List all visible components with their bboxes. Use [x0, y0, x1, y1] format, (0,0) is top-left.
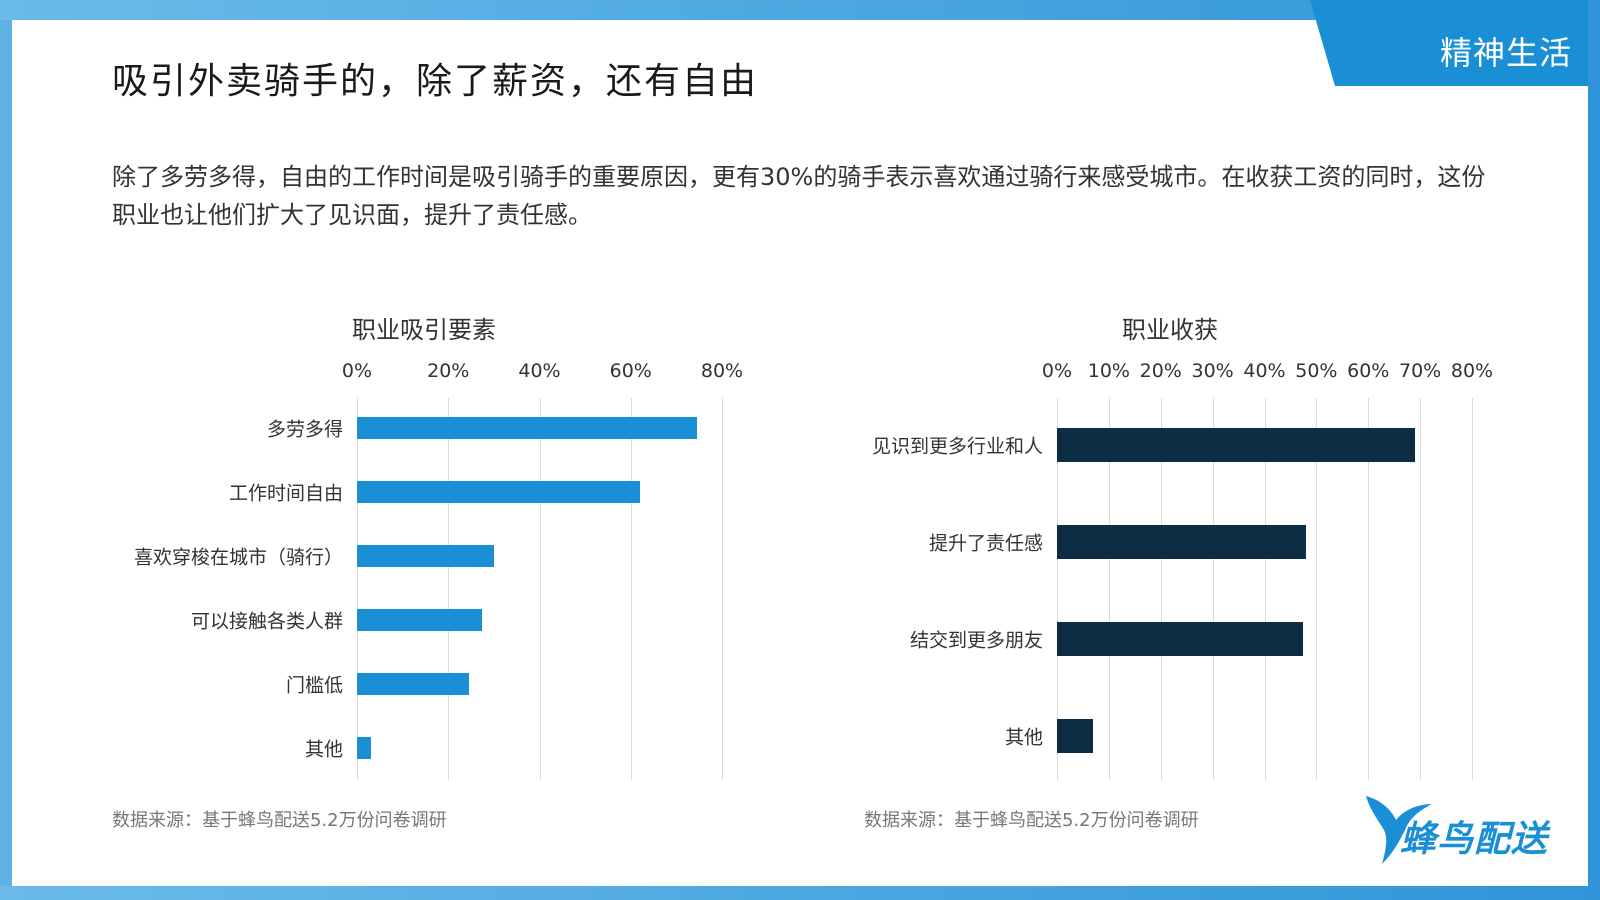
left-chart-tick-label: 60% [609, 360, 652, 382]
right-chart-category-label: 其他 [1004, 726, 1043, 748]
source-note-left: 数据来源：基于蜂鸟配送5.2万份问卷调研 [112, 810, 447, 831]
frame-top [0, 0, 1600, 20]
left-chart-bar [357, 673, 469, 695]
page-description: 除了多劳多得，自由的工作时间是吸引骑手的重要原因，更有30%的骑手表示喜欢通过骑… [112, 163, 1486, 229]
right-chart-tick-label: 80% [1450, 360, 1494, 382]
left-chart-gridline [448, 398, 450, 780]
right-chart-tick-label: 0% [1041, 360, 1073, 382]
hummingbird-logo-icon [1366, 796, 1432, 864]
logo-text: 蜂鸟配送 [1400, 819, 1549, 860]
left-chart-bar [357, 609, 483, 631]
page-title: 吸引外卖骑手的，除了薪资，还有自由 [112, 61, 759, 102]
right-chart-bar [1057, 718, 1094, 753]
left-chart-gridline [630, 398, 632, 780]
frame-right [1588, 0, 1600, 900]
right-chart-tick-label: 60% [1347, 360, 1390, 382]
right-chart-bar [1057, 524, 1306, 559]
left-chart-category-label: 工作时间自由 [228, 482, 343, 505]
left-chart-tick-label: 20% [427, 360, 470, 382]
right-chart-gridline [1057, 398, 1058, 780]
right-chart-category-label: 结交到更多朋友 [909, 629, 1043, 651]
right-chart-gridline [1160, 398, 1162, 780]
left-chart-tick-label: 0% [341, 360, 373, 382]
right-chart-gridline [1212, 398, 1214, 780]
right-chart-gridline [1420, 398, 1422, 780]
right-chart-tick-label: 70% [1399, 360, 1442, 382]
right-chart-gridline [1108, 398, 1110, 780]
left-chart-gridline [357, 398, 358, 780]
right-chart-bar [1057, 427, 1415, 462]
right-chart-title: 职业收获 [1122, 316, 1218, 344]
right-chart-tick-label: 50% [1295, 360, 1338, 382]
right-chart-bar [1057, 621, 1304, 656]
right-chart-category-label: 提升了责任感 [928, 532, 1043, 554]
left-chart-gridline [722, 398, 723, 780]
right-chart-tick-label: 30% [1191, 360, 1234, 382]
left-chart-tick-label: 80% [700, 360, 744, 382]
right-chart-gridline [1368, 398, 1370, 780]
section-tag [1310, 0, 1588, 86]
left-chart-bar [357, 481, 640, 503]
frame-bottom [0, 886, 1600, 900]
frame-left [0, 0, 12, 900]
left-chart-title: 职业吸引要素 [352, 316, 496, 344]
left-chart-category-label: 其他 [304, 738, 343, 761]
left-chart-category-label: 门槛低 [285, 674, 343, 697]
right-chart-tick-label: 40% [1243, 360, 1286, 382]
right-chart-tick-label: 20% [1139, 360, 1182, 382]
left-chart-category-label: 多劳多得 [266, 418, 343, 441]
right-chart-gridline [1264, 398, 1266, 780]
section-tag-label: 精神生活 [1439, 34, 1572, 72]
left-chart-gridline [539, 398, 541, 780]
right-chart-gridline [1316, 398, 1318, 780]
right-chart-gridline [1472, 398, 1473, 780]
left-chart-bar [357, 417, 697, 439]
right-chart-tick-label: 10% [1087, 360, 1130, 382]
left-chart-category-label: 可以接触各类人群 [190, 610, 343, 633]
left-chart-bar [357, 737, 371, 759]
left-chart-bar [357, 545, 494, 567]
right-chart-category-label: 见识到更多行业和人 [871, 435, 1043, 457]
source-note-right: 数据来源：基于蜂鸟配送5.2万份问卷调研 [864, 810, 1199, 831]
left-chart-category-label: 喜欢穿梭在城市（骑行） [133, 546, 343, 569]
left-chart-tick-label: 40% [518, 360, 561, 382]
